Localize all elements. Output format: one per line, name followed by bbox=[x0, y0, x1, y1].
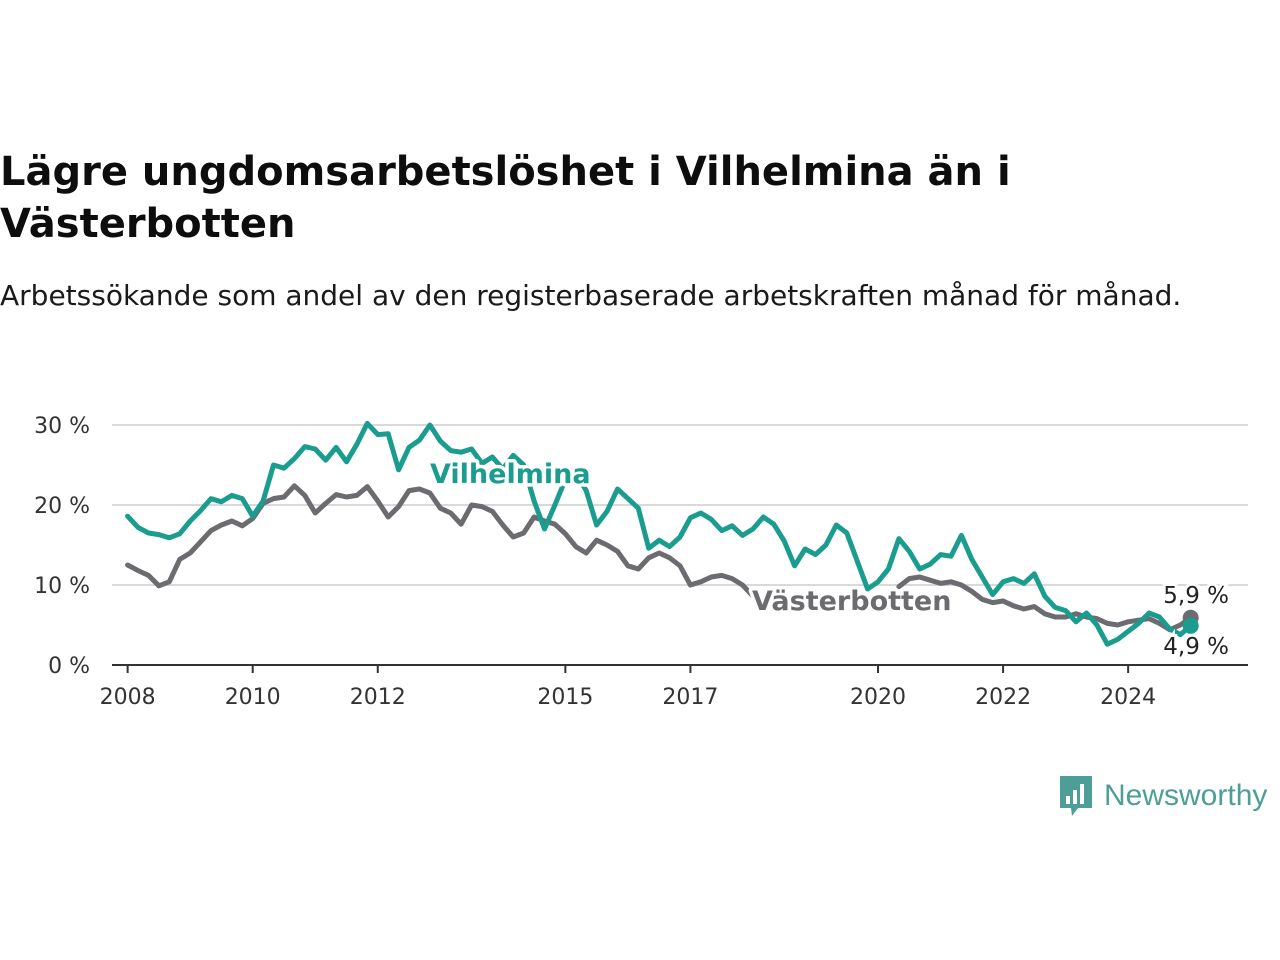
x-tick-label: 2015 bbox=[537, 685, 593, 710]
series-line-vasterbotten bbox=[125, 483, 756, 599]
series-label-vasterbotten: Västerbotten bbox=[752, 586, 951, 617]
y-tick-label: 30 % bbox=[34, 414, 90, 439]
x-tick-label: 2012 bbox=[350, 685, 406, 710]
newsworthy-logo: Newsworthy bbox=[1058, 774, 1267, 818]
x-tick-label: 2017 bbox=[662, 685, 718, 710]
last-value-label-vilhelmina: 4,9 % bbox=[1163, 634, 1229, 660]
x-tick-label: 2024 bbox=[1100, 685, 1156, 710]
x-tick-label: 2020 bbox=[850, 685, 906, 710]
gridlines bbox=[112, 424, 1248, 586]
series-label-vilhelmina: Vilhelmina bbox=[430, 459, 591, 490]
x-axis: 2008 2010 2012 2015 2017 2020 2022 2024 bbox=[100, 664, 1248, 710]
chart-title: Lägre ungdomsarbetslöshet i Vilhelmina ä… bbox=[0, 149, 1011, 247]
x-tick-label: 2022 bbox=[975, 685, 1031, 710]
x-tick-label: 2010 bbox=[225, 685, 281, 710]
y-axis-ticks: 0 % 10 % 20 % 30 % bbox=[34, 414, 90, 679]
chart-subtitle: Arbetssökande som andel av den registerb… bbox=[0, 279, 1182, 312]
line-chart: 0 % 10 % 20 % 30 % 2008 2010 2012 2015 2017 2020… bbox=[34, 414, 1248, 710]
brand-name: Newsworthy bbox=[1104, 779, 1268, 812]
last-value-label-vasterbotten: 5,9 % bbox=[1163, 583, 1229, 609]
y-tick-label: 20 % bbox=[34, 494, 90, 519]
y-tick-label: 0 % bbox=[48, 654, 90, 679]
y-tick-label: 10 % bbox=[34, 574, 90, 599]
end-point-vilhelmina bbox=[1182, 617, 1199, 634]
newsworthy-logo-icon bbox=[1060, 776, 1092, 816]
series-line-vilhelmina bbox=[125, 420, 1194, 647]
x-tick-label: 2008 bbox=[100, 685, 156, 710]
series-labels: Vilhelmina Västerbotten 5,9 % 4,9 % bbox=[427, 456, 1233, 664]
series-lines bbox=[125, 420, 1199, 647]
